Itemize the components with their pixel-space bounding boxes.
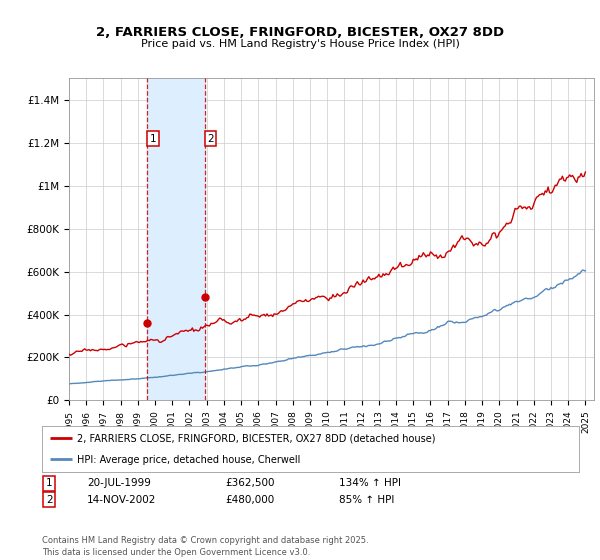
Text: 2: 2 — [207, 133, 214, 143]
Text: Contains HM Land Registry data © Crown copyright and database right 2025.
This d: Contains HM Land Registry data © Crown c… — [42, 536, 368, 557]
Text: 1: 1 — [150, 133, 157, 143]
Text: 134% ↑ HPI: 134% ↑ HPI — [339, 478, 401, 488]
Text: £362,500: £362,500 — [225, 478, 275, 488]
Text: 2, FARRIERS CLOSE, FRINGFORD, BICESTER, OX27 8DD (detached house): 2, FARRIERS CLOSE, FRINGFORD, BICESTER, … — [77, 433, 436, 444]
Text: 14-NOV-2002: 14-NOV-2002 — [87, 494, 157, 505]
Bar — [147, 78, 205, 400]
Text: 1: 1 — [46, 478, 53, 488]
Text: 85% ↑ HPI: 85% ↑ HPI — [339, 494, 394, 505]
Text: £480,000: £480,000 — [225, 494, 274, 505]
Text: 2: 2 — [46, 494, 53, 505]
Text: HPI: Average price, detached house, Cherwell: HPI: Average price, detached house, Cher… — [77, 455, 300, 465]
Text: Price paid vs. HM Land Registry's House Price Index (HPI): Price paid vs. HM Land Registry's House … — [140, 39, 460, 49]
Text: 20-JUL-1999: 20-JUL-1999 — [87, 478, 151, 488]
Text: 2, FARRIERS CLOSE, FRINGFORD, BICESTER, OX27 8DD: 2, FARRIERS CLOSE, FRINGFORD, BICESTER, … — [96, 26, 504, 39]
